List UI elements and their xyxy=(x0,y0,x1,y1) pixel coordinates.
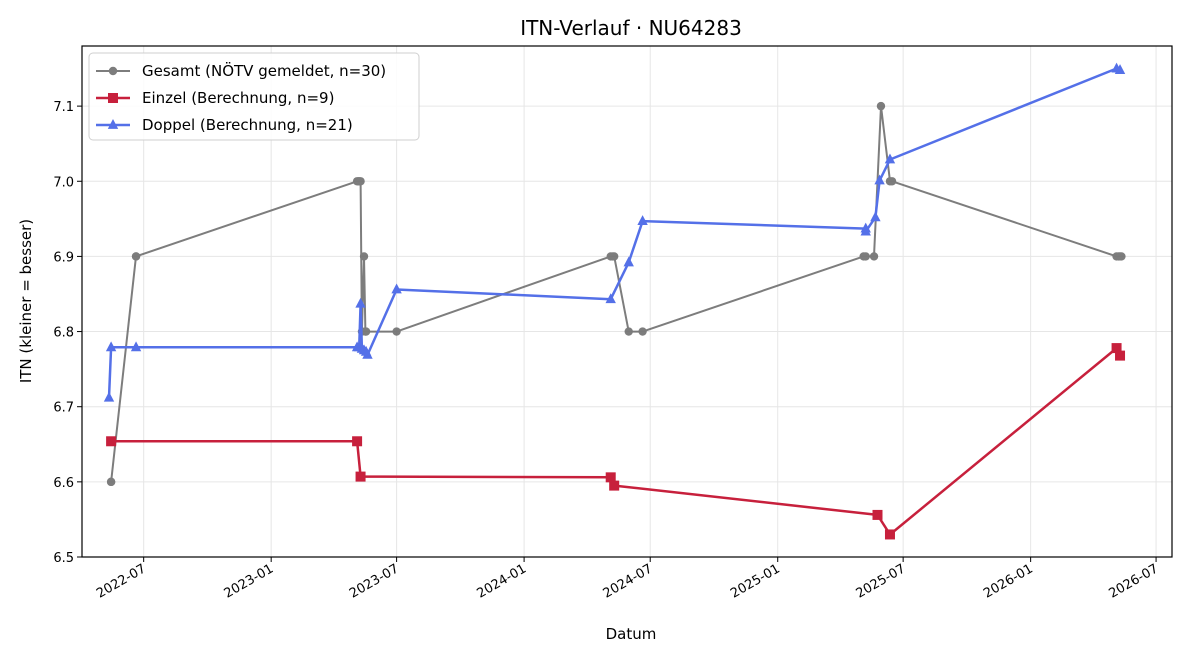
chart-title: ITN-Verlauf · NU64283 xyxy=(520,16,742,40)
series-3-point xyxy=(605,293,616,304)
y-tick-label: 6.8 xyxy=(53,326,74,341)
y-tick-label: 6.9 xyxy=(53,250,74,265)
legend-label: Gesamt (NÖTV gemeldet, n=30) xyxy=(142,61,386,80)
series-1-point xyxy=(887,177,897,186)
legend-entry xyxy=(96,66,130,76)
series-layer xyxy=(103,62,1126,540)
series-1-point xyxy=(361,327,371,336)
y-tick-label: 6.7 xyxy=(53,401,74,416)
series-2 xyxy=(106,343,1126,540)
series-3-point xyxy=(884,153,896,164)
series-3 xyxy=(103,62,1126,402)
series-3-point xyxy=(874,174,885,185)
series-2-point xyxy=(352,436,363,447)
y-tick-label: 6.6 xyxy=(53,476,74,491)
series-2-point xyxy=(108,93,118,103)
series-2-point xyxy=(609,480,620,491)
legend-entry xyxy=(96,93,130,103)
series-2-point xyxy=(1111,343,1122,354)
series-3-point xyxy=(1114,64,1126,74)
series-1-point xyxy=(609,252,619,261)
series-1-point xyxy=(108,66,118,76)
legend-box xyxy=(88,52,420,141)
series-1 xyxy=(106,101,1126,487)
series-3-point xyxy=(860,225,871,236)
series-3-point xyxy=(105,341,117,352)
y-axis: 6.5 6.6 6.7 6.8 6.9 7.0 7.1 xyxy=(53,100,82,566)
y-axis-label: ITN (kleiner = besser) xyxy=(17,219,35,383)
series-1-point xyxy=(106,477,116,487)
series-1-point xyxy=(356,177,365,186)
series-3-point xyxy=(130,341,142,352)
series-1-point xyxy=(624,327,633,336)
series-3-point xyxy=(355,297,366,308)
legend-label: Doppel (Berechnung, n=21) xyxy=(142,116,353,134)
series-3-point xyxy=(107,119,119,129)
series-1-point xyxy=(869,252,879,261)
series-1-point xyxy=(861,252,870,261)
series-3-point xyxy=(362,348,373,359)
series-3-point xyxy=(103,391,115,402)
series-3-point xyxy=(637,215,648,225)
series-3-point xyxy=(391,283,402,294)
y-tick-label: 7.0 xyxy=(53,175,74,190)
series-1-point xyxy=(359,252,369,261)
plot-frame xyxy=(81,45,1173,558)
series-2-point xyxy=(1115,350,1126,361)
series-1-point xyxy=(392,327,401,336)
x-axis-label: Datum xyxy=(606,625,657,643)
series-1-point xyxy=(1117,252,1126,261)
series-1-point xyxy=(876,101,886,111)
series-1-point xyxy=(638,327,647,336)
legend: Gesamt (NÖTV gemeldet, n=30) Einzel (Bere… xyxy=(88,52,420,141)
legend-entry xyxy=(96,119,130,129)
y-tick-label: 6.5 xyxy=(53,551,74,566)
series-2-point xyxy=(872,509,883,520)
series-1-point xyxy=(131,252,141,261)
legend-label: Einzel (Berechnung, n=9) xyxy=(142,89,334,107)
series-3-point xyxy=(623,256,634,267)
series-2-point xyxy=(605,472,616,483)
series-2-point xyxy=(355,471,366,482)
y-tick-label: 7.1 xyxy=(53,100,74,115)
series-2-point xyxy=(106,436,117,447)
series-2-point xyxy=(884,529,895,540)
series-3-point xyxy=(870,211,881,222)
